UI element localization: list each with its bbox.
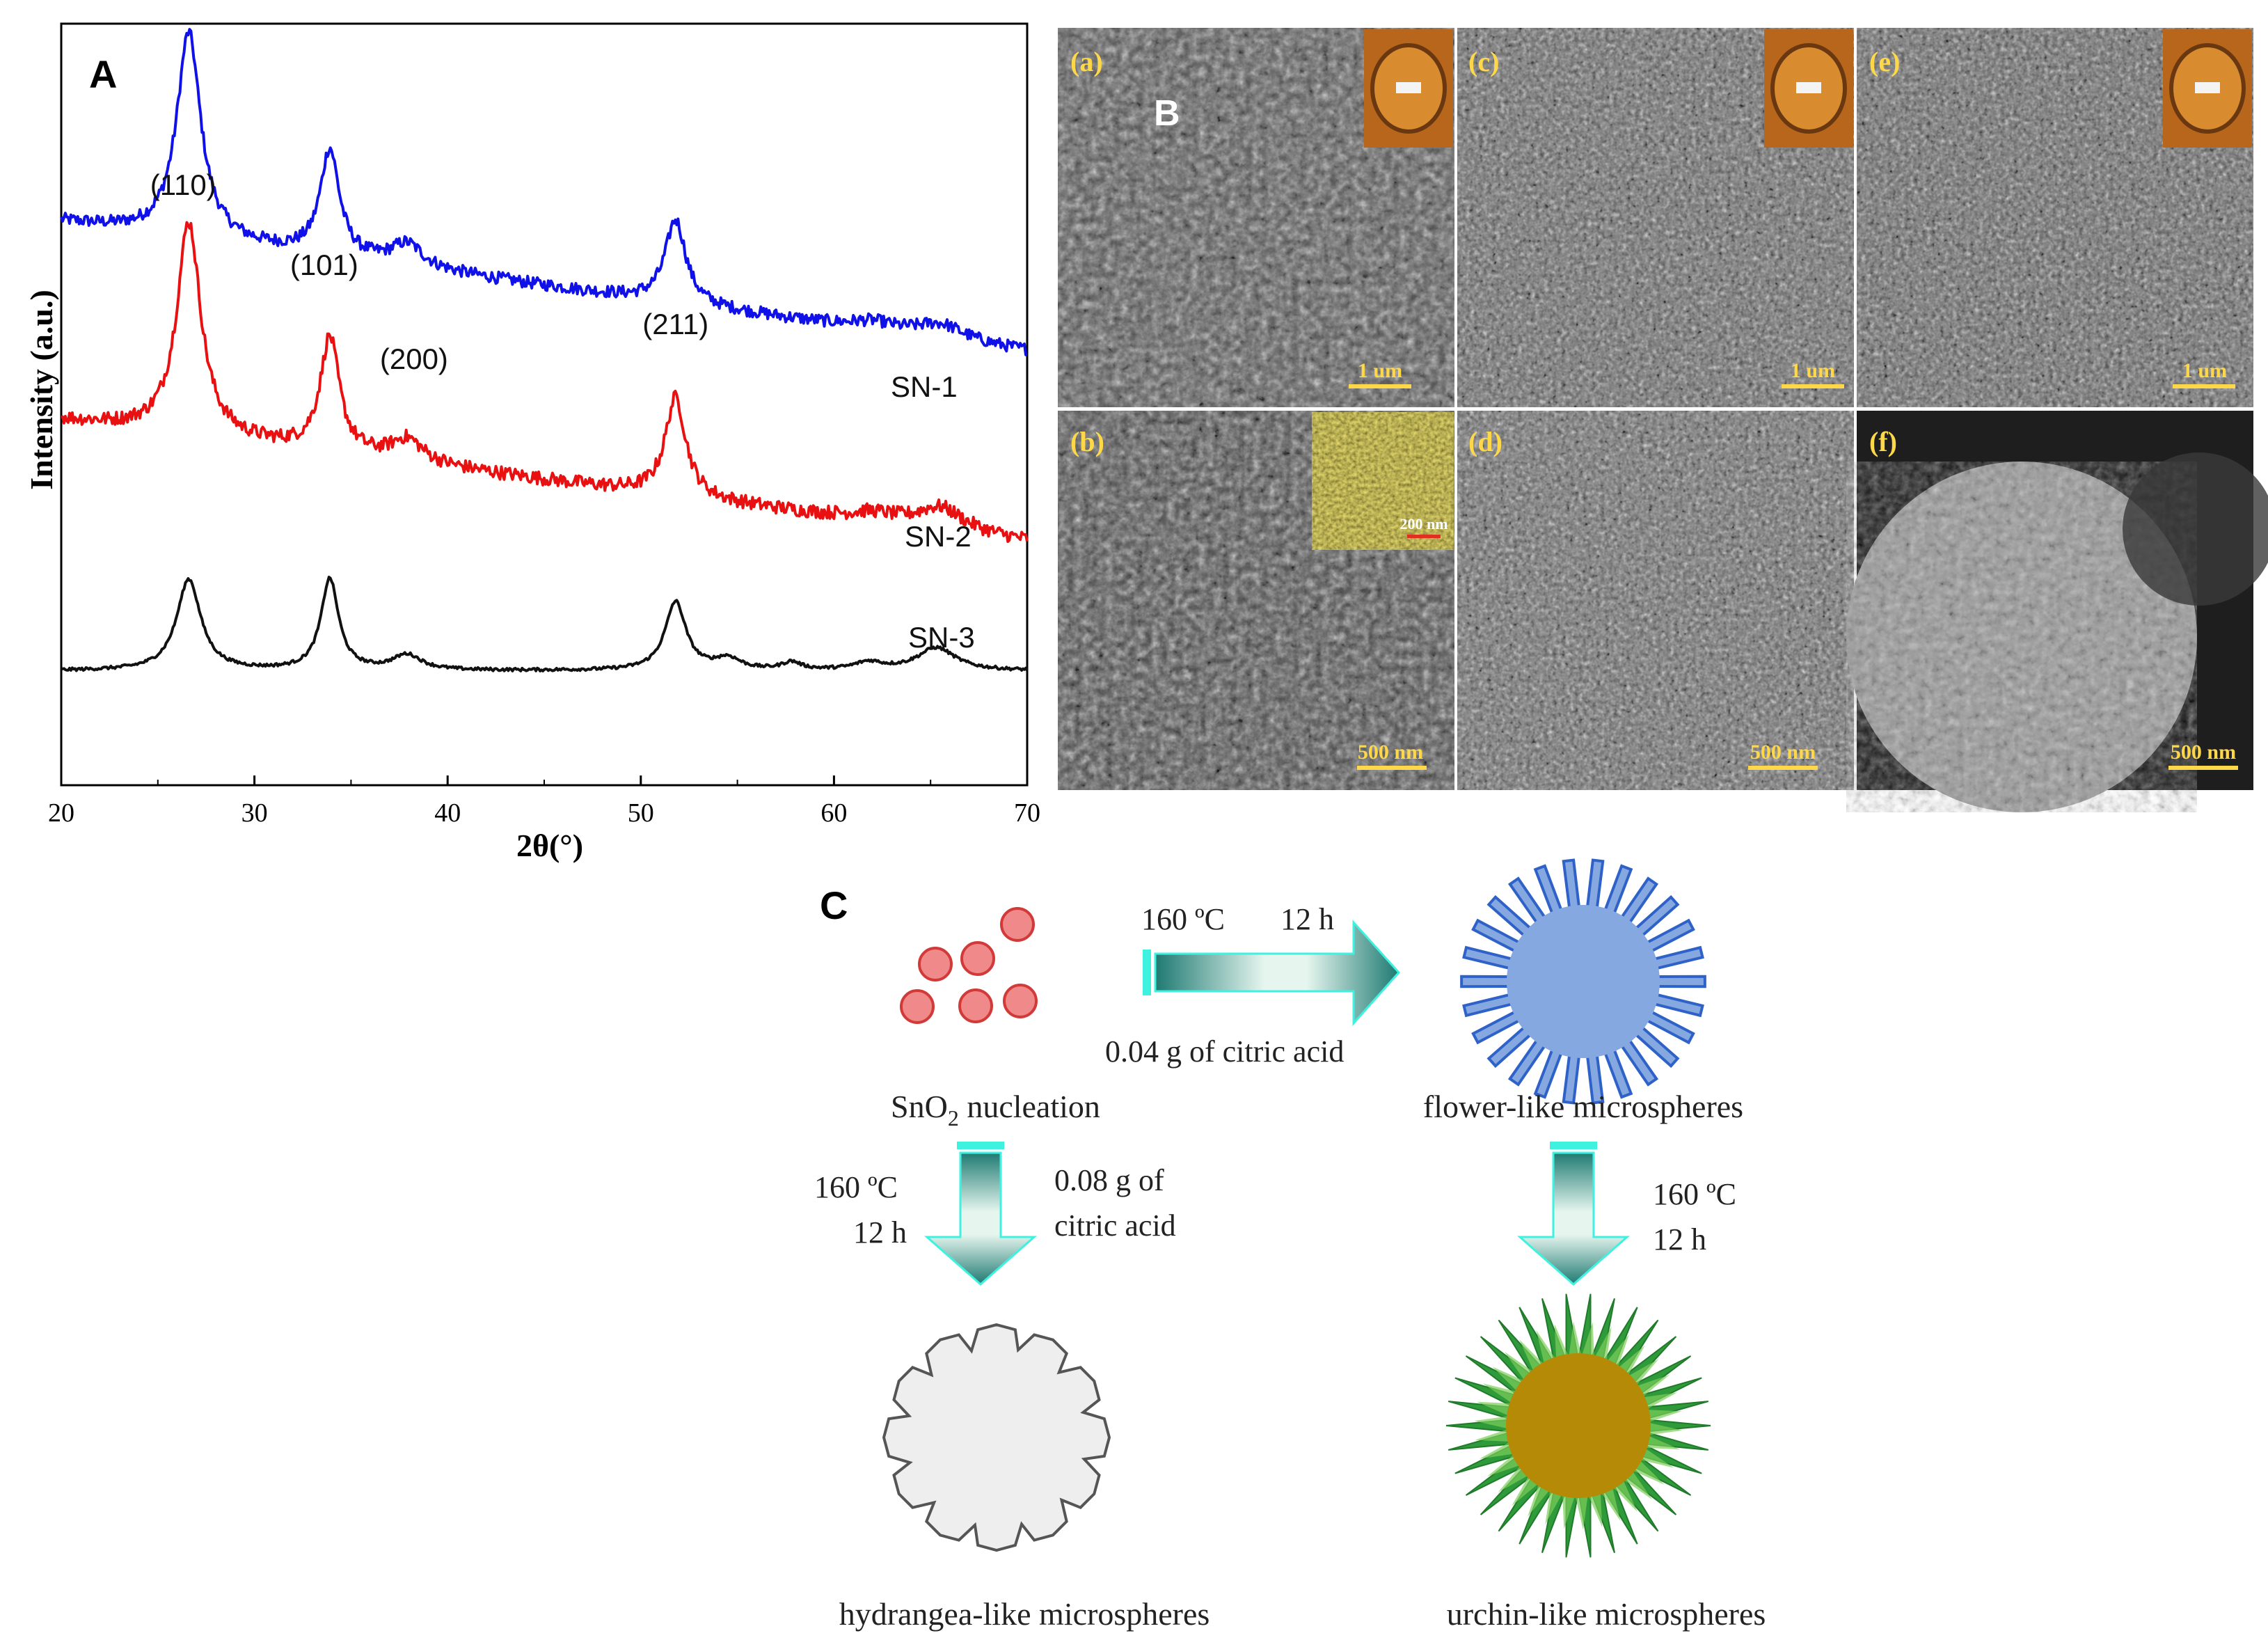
x-tick-label: 40 bbox=[434, 798, 461, 828]
nucleus-particle bbox=[1003, 984, 1038, 1018]
panel-a-label: A bbox=[89, 52, 117, 96]
scale-bar-c bbox=[1782, 384, 1844, 388]
nucleus-particle bbox=[1000, 907, 1035, 942]
scale-bar-b bbox=[1357, 766, 1427, 770]
sem-label-d: (d) bbox=[1468, 426, 1502, 457]
dish-sample-icon bbox=[2195, 82, 2220, 93]
arrow3-time: 12 h bbox=[1653, 1222, 1706, 1256]
scale-label-d: 500 nm bbox=[1750, 741, 1816, 764]
nucleus-particle bbox=[900, 989, 935, 1024]
hydrangea-label: hydrangea-like microspheres bbox=[839, 1596, 1210, 1632]
scale-bar-f bbox=[2168, 766, 2238, 770]
panel-a-xrd-chart: A 20 30 40 50 60 70 (110) (101) (200) (211) SN-1… bbox=[24, 22, 1040, 863]
background-sphere bbox=[2123, 452, 2268, 606]
sno2-label: SnO2 nucleation bbox=[891, 1089, 1100, 1130]
x-tick-label: 20 bbox=[48, 798, 74, 828]
sem-panel-f: (f) 500 nm bbox=[1846, 411, 2268, 812]
scale-label-e: 1 um bbox=[2182, 359, 2227, 382]
arrow-tail-bar bbox=[1143, 949, 1151, 995]
x-axis-title: 2θ(°) bbox=[516, 828, 583, 863]
scale-label-b: 500 nm bbox=[1358, 741, 1423, 764]
tem-inset-texture bbox=[1312, 412, 1454, 550]
flower-microsphere-icon bbox=[1460, 858, 1706, 1105]
series-label: SN-2 bbox=[905, 520, 972, 553]
series-line-sn-2 bbox=[61, 221, 1029, 543]
x-tick-label: 70 bbox=[1014, 798, 1040, 828]
arrow1-temp: 160 ºC bbox=[1141, 902, 1225, 936]
sem-panel-e: (e) 1 um bbox=[1857, 28, 2253, 407]
sem-panel-c: (c) 1 um bbox=[1457, 28, 1854, 407]
dish-sample-icon bbox=[1796, 82, 1821, 93]
x-tick-label: 60 bbox=[820, 798, 847, 828]
nucleus-particle bbox=[958, 988, 993, 1023]
series-label: SN-1 bbox=[891, 370, 958, 403]
sem-label-a: (a) bbox=[1070, 46, 1103, 77]
sem-panel-a: (a) B 1 um bbox=[1058, 28, 1454, 407]
urchin-microsphere-icon bbox=[1445, 1293, 1711, 1558]
arrow-tail-bar bbox=[1550, 1142, 1597, 1149]
sem-panel-b: 200 nm (b) 500 nm bbox=[1058, 411, 1454, 790]
sem-panel-d: (d) 500 nm bbox=[1457, 411, 1854, 790]
sem-label-b: (b) bbox=[1070, 426, 1104, 457]
series-label: SN-3 bbox=[908, 621, 975, 654]
scale-bar-a bbox=[1349, 384, 1411, 388]
nucleus-particle bbox=[960, 941, 995, 976]
panel-b-sem-grid: (a) B 1 um (c) 1 um (e) 1 um bbox=[1058, 28, 2268, 812]
microsphere-texture bbox=[1846, 462, 2197, 812]
hydrangea-body bbox=[882, 1323, 1111, 1552]
scale-bar-e bbox=[2173, 384, 2235, 388]
arrow2-reagent-line1: 0.08 g of bbox=[1054, 1163, 1164, 1197]
sno2-nuclei bbox=[900, 907, 1038, 1024]
scale-bar-d bbox=[1748, 766, 1818, 770]
arrow-down-2: 160 ºC 12 h 0.08 g of citric acid bbox=[814, 1142, 1176, 1286]
arrow1-reagent: 0.04 g of citric acid bbox=[1105, 1034, 1344, 1069]
arrow1-time: 12 h bbox=[1280, 902, 1334, 936]
panel-c-label: C bbox=[820, 883, 848, 927]
xrd-series bbox=[60, 28, 1029, 672]
scale-label-c: 1 um bbox=[1791, 359, 1835, 382]
peak-label: (211) bbox=[642, 308, 708, 340]
urchin-label: urchin-like microspheres bbox=[1447, 1596, 1766, 1632]
arrow3-temp: 160 ºC bbox=[1653, 1177, 1736, 1211]
arrow-down-icon bbox=[1517, 1151, 1630, 1286]
nucleus-particle bbox=[918, 947, 953, 982]
inset-scale-bar bbox=[1407, 535, 1441, 538]
urchin-core bbox=[1506, 1353, 1651, 1498]
hydrangea-microsphere-icon bbox=[882, 1323, 1111, 1552]
arrow2-reagent-line2: citric acid bbox=[1054, 1208, 1176, 1243]
dish-sample-icon bbox=[1396, 82, 1421, 93]
arrow-down-icon bbox=[924, 1151, 1037, 1286]
sem-label-f: (f) bbox=[1869, 426, 1897, 457]
peak-label: (110) bbox=[150, 168, 216, 201]
series-line-sn-3 bbox=[61, 576, 1029, 672]
x-axis-ticks: 20 30 40 50 60 70 bbox=[48, 775, 1040, 828]
arrow-right-icon bbox=[1154, 920, 1401, 1026]
sem-label-e: (e) bbox=[1869, 46, 1900, 77]
sem-label-c: (c) bbox=[1468, 46, 1499, 77]
series-labels: SN-1 SN-2 SN-3 bbox=[891, 370, 975, 654]
panel-b-label: B bbox=[1154, 93, 1180, 134]
arrow2-temp: 160 ºC bbox=[814, 1170, 898, 1204]
inset-scale-label: 200 nm bbox=[1399, 515, 1448, 533]
sem-texture-d bbox=[1457, 411, 1854, 790]
peak-label: (200) bbox=[380, 342, 448, 375]
series-line-sn-1 bbox=[60, 28, 1028, 357]
y-axis-title: Intensity (a.u.) bbox=[24, 290, 59, 490]
flower-core bbox=[1507, 905, 1660, 1058]
peak-labels: (110) (101) (200) (211) bbox=[150, 168, 708, 375]
panel-c-scheme: C SnO2 nucleation 160 ºC 12 h 0.04 g of … bbox=[814, 858, 1766, 1632]
scale-label-a: 1 um bbox=[1358, 359, 1402, 382]
x-tick-label: 50 bbox=[628, 798, 654, 828]
arrow-down-3: 160 ºC 12 h bbox=[1517, 1142, 1736, 1286]
flower-label: flower-like microspheres bbox=[1423, 1089, 1743, 1124]
arrow-right-1: 160 ºC 12 h 0.04 g of citric acid bbox=[1105, 902, 1401, 1069]
arrow2-time: 12 h bbox=[853, 1215, 907, 1250]
arrow-tail-bar bbox=[957, 1142, 1004, 1149]
scale-label-f: 500 nm bbox=[2171, 741, 2236, 764]
x-tick-label: 30 bbox=[241, 798, 268, 828]
peak-label: (101) bbox=[290, 249, 358, 281]
